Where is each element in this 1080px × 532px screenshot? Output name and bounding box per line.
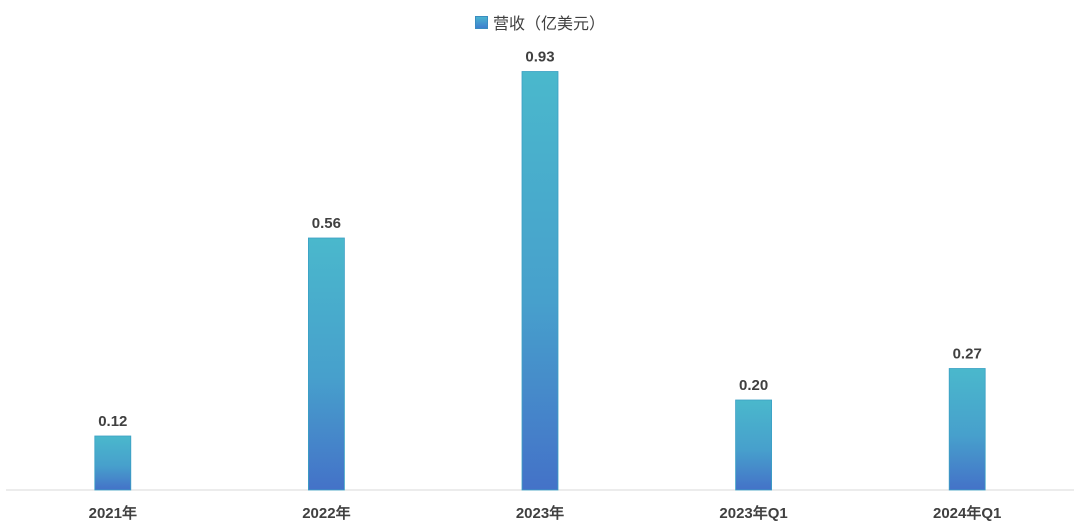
x-tick-label-3: 2023年Q1 xyxy=(719,504,787,522)
bar-2 xyxy=(521,71,559,491)
x-tick-label-2: 2023年 xyxy=(516,504,564,522)
bar-3 xyxy=(735,399,772,491)
data-label-1: 0.56 xyxy=(312,215,341,232)
data-label-2: 0.93 xyxy=(525,49,554,66)
data-label-3: 0.20 xyxy=(739,377,768,394)
bar-1 xyxy=(307,237,345,491)
legend: 营收（亿美元） xyxy=(0,10,1080,34)
data-label-0: 0.12 xyxy=(98,413,127,430)
bar-0 xyxy=(94,435,132,491)
x-tick-label-4: 2024年Q1 xyxy=(933,504,1001,522)
bar-4 xyxy=(948,368,986,491)
data-label-4: 0.27 xyxy=(953,346,982,363)
x-tick-label-1: 2022年 xyxy=(302,504,350,522)
legend-label: 营收（亿美元） xyxy=(492,16,605,33)
x-tick-label-0: 2021年 xyxy=(89,504,137,522)
legend-swatch xyxy=(474,15,488,29)
